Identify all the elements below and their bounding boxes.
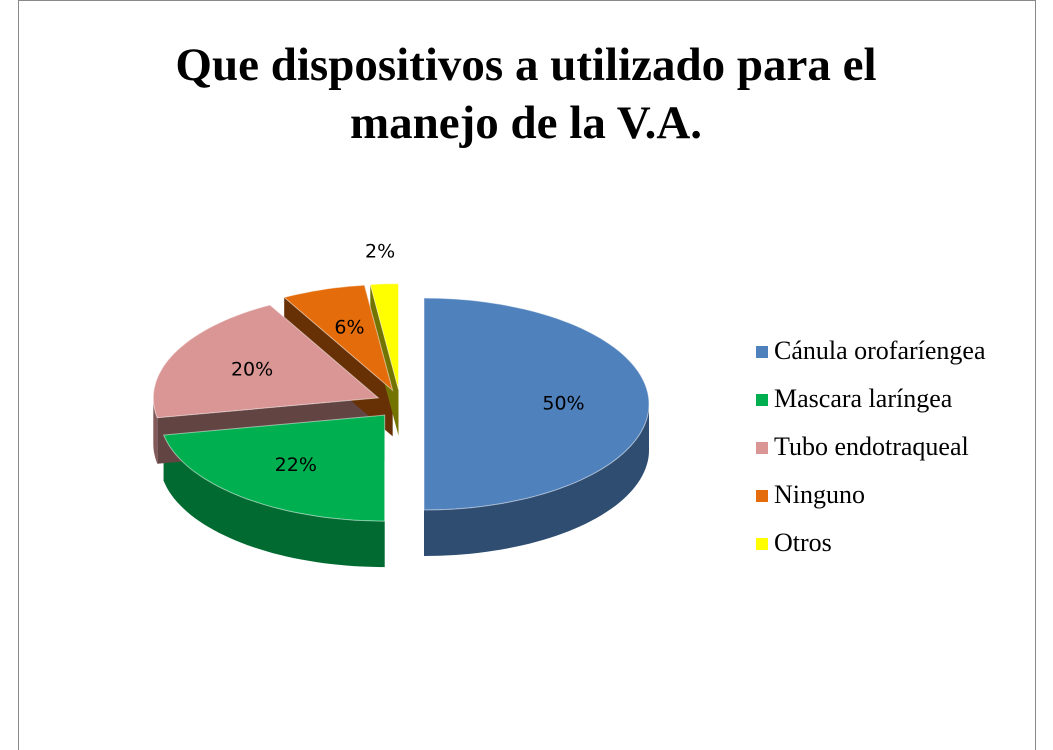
legend-swatch bbox=[756, 346, 768, 358]
legend-swatch bbox=[756, 442, 768, 454]
slice-rim bbox=[163, 435, 385, 568]
slice-rim bbox=[153, 397, 158, 464]
slice bbox=[283, 284, 394, 392]
slice bbox=[423, 297, 650, 511]
legend-swatch bbox=[756, 490, 768, 502]
legend-label: Ninguno bbox=[774, 480, 865, 509]
slice bbox=[152, 304, 380, 419]
data-label: 20% bbox=[231, 358, 273, 380]
slice bbox=[162, 414, 386, 522]
chart-title: Que dispositivos a utilizado para el man… bbox=[175, 39, 877, 149]
legend-label: Cánula orofaríengea bbox=[774, 336, 986, 365]
data-label: 2% bbox=[365, 241, 395, 263]
legend-label: Mascara laríngea bbox=[774, 384, 953, 413]
legend-swatch bbox=[756, 394, 768, 406]
legend-swatch bbox=[756, 538, 768, 550]
legend-label: Otros bbox=[774, 528, 832, 557]
legend-label: Tubo endotraqueal bbox=[774, 432, 969, 461]
slice bbox=[369, 283, 399, 390]
slice-rim bbox=[424, 404, 649, 556]
data-label: 50% bbox=[542, 393, 584, 415]
data-label: 6% bbox=[334, 316, 364, 338]
chart-frame bbox=[18, 0, 1036, 750]
data-label: 22% bbox=[275, 454, 317, 476]
